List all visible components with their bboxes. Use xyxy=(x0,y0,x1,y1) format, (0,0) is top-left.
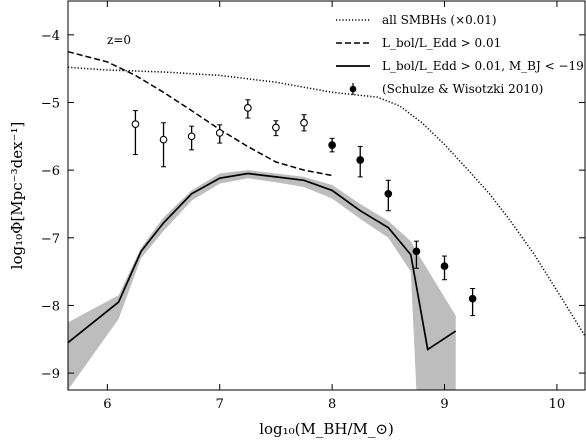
y-tick-label-5: −4 xyxy=(41,29,60,44)
plot-frame xyxy=(67,0,586,391)
series-layer xyxy=(67,50,586,351)
data-point-1 xyxy=(159,135,168,144)
legend-label-2: L_bol/L_Edd > 0.01, M_BJ < −19 xyxy=(382,59,584,73)
data-point-10 xyxy=(412,247,421,256)
data-points-layer xyxy=(131,99,477,317)
shaded-band-layer xyxy=(68,170,456,390)
legend-label-3: (Schulze & Wisotzki 2010) xyxy=(382,82,543,96)
data-point-6 xyxy=(300,118,308,127)
data-point-0 xyxy=(131,120,140,128)
data-point-7 xyxy=(328,141,336,149)
data-point-5 xyxy=(272,123,280,132)
series-line-2 xyxy=(67,172,457,351)
legend-label-1: L_bol/L_Edd > 0.01 xyxy=(382,36,501,50)
x-tick-label-0: 6 xyxy=(103,397,111,412)
y-tick-label-0: −9 xyxy=(41,367,60,382)
shaded-band xyxy=(68,170,456,390)
y-tick-label-2: −7 xyxy=(41,232,60,247)
data-point-2 xyxy=(187,132,196,141)
x-tick-label-2: 8 xyxy=(328,397,336,412)
y-tick-label-3: −6 xyxy=(41,164,60,179)
x-axis-label: log₁₀(M_BH/M_⊙) xyxy=(259,420,394,438)
data-point-4 xyxy=(243,104,252,112)
data-point-9 xyxy=(384,189,393,198)
y-axis-label: log₁₀Φ[Mpc⁻³dex⁻¹] xyxy=(8,122,26,270)
legend: all SMBHs (×0.01) L_bol/L_Edd > 0.01 L_bol… xyxy=(336,13,584,96)
x-tick-label-4: 10 xyxy=(549,397,566,412)
legend-label-0: all SMBHs (×0.01) xyxy=(382,13,497,27)
redshift-annotation: z=0 xyxy=(107,33,131,47)
series-line-1 xyxy=(67,50,333,177)
y-tick-label-1: −8 xyxy=(41,299,60,314)
data-point-11 xyxy=(440,262,449,271)
x-tick-label-3: 9 xyxy=(440,397,448,412)
ticks-layer: 6 7 8 9 10 −9 −8 −7 −6 −5 −4 xyxy=(41,1,585,412)
series-line-0 xyxy=(67,66,586,337)
data-point-12 xyxy=(468,294,477,303)
y-tick-label-4: −5 xyxy=(41,96,60,111)
legend-marker-3 xyxy=(349,85,357,93)
data-point-3 xyxy=(215,129,224,137)
x-tick-label-1: 7 xyxy=(216,397,224,412)
data-point-8 xyxy=(356,156,365,164)
